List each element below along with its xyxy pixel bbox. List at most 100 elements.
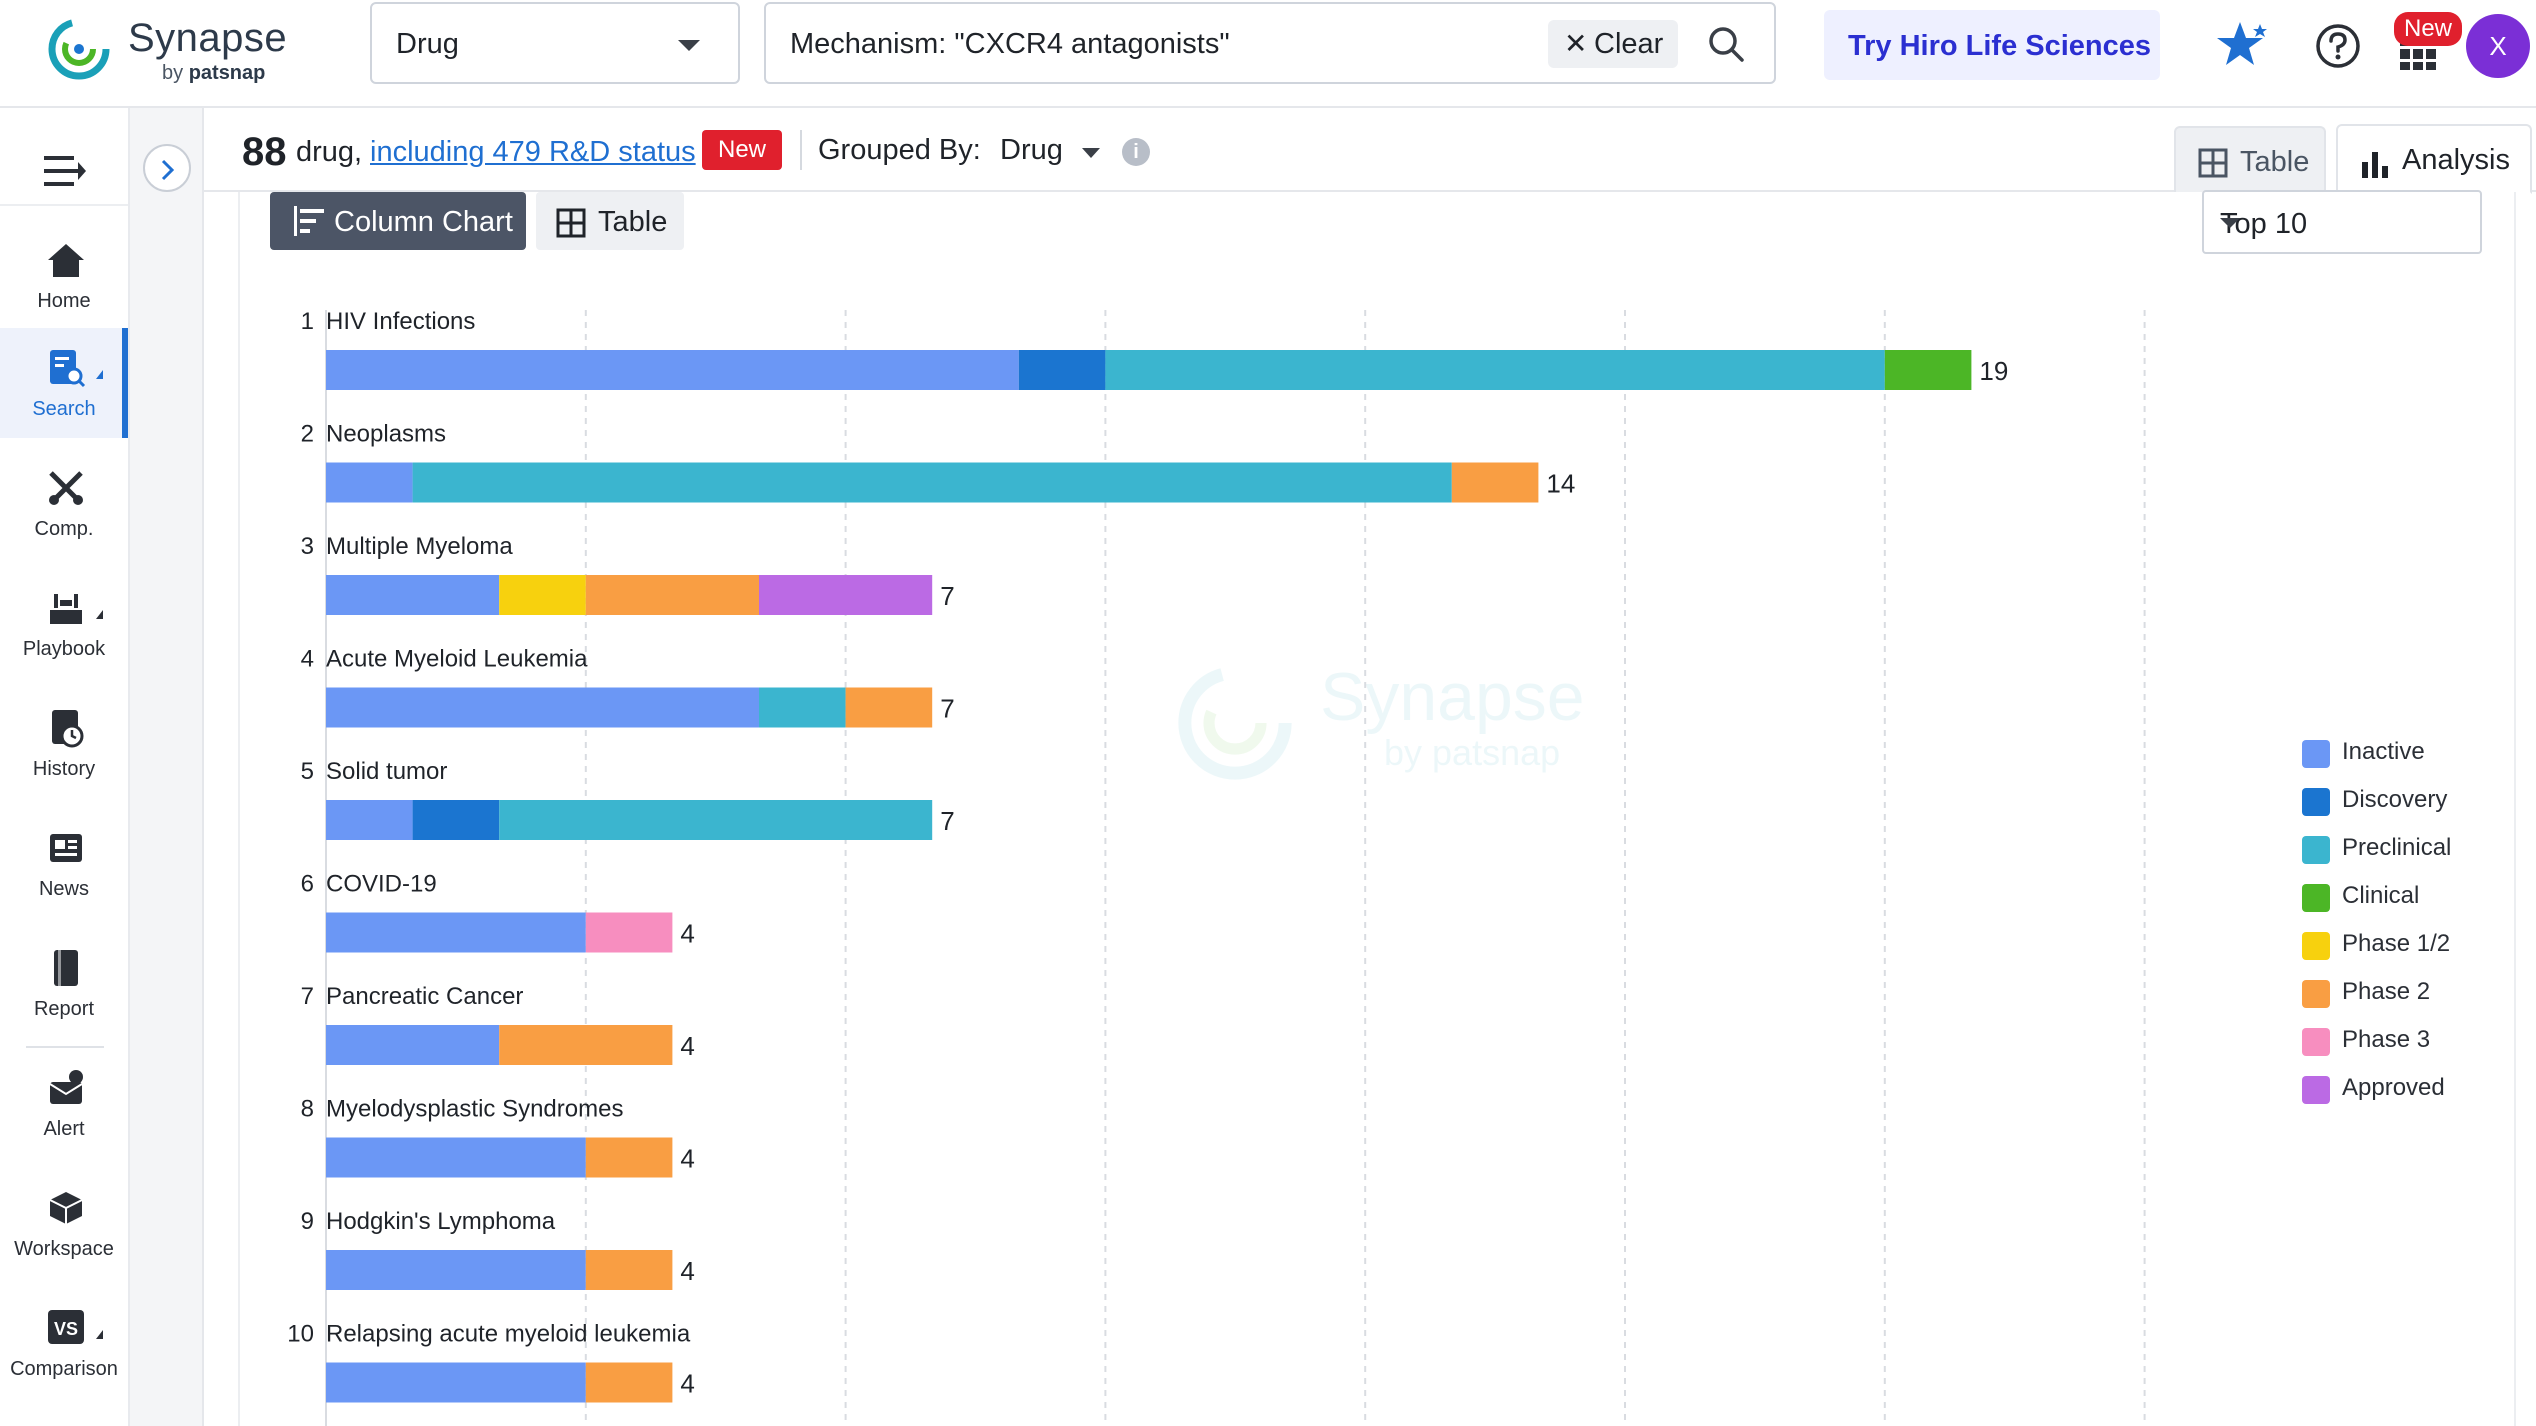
result-unit: drug, — [296, 136, 362, 169]
chevron-down-icon — [678, 40, 700, 51]
search-icon[interactable] — [1706, 24, 1746, 64]
home-icon — [46, 240, 86, 280]
category-label: Solid tumor — [326, 758, 447, 785]
nav-item-report[interactable]: Report — [0, 928, 128, 1038]
nav-label-home: Home — [0, 290, 128, 313]
bar-segment[interactable] — [326, 463, 413, 503]
view-table-tab[interactable]: Table — [2174, 126, 2326, 192]
nav-item-comparison[interactable]: VS Comparison — [0, 1288, 128, 1398]
brand-sub: by patsnap — [162, 62, 265, 85]
bar-segment[interactable] — [1019, 350, 1106, 390]
result-header: 88 drug, including 479 R&D status New Gr… — [204, 108, 2536, 192]
bar-segment[interactable] — [413, 463, 1452, 503]
bar-total-label: 4 — [680, 919, 694, 949]
bar-segment[interactable] — [499, 575, 586, 615]
expand-panel-button[interactable] — [143, 144, 191, 192]
menu-toggle-icon[interactable] — [44, 154, 88, 188]
bar-segment[interactable] — [586, 575, 759, 615]
bar-segment[interactable] — [1452, 463, 1539, 503]
view-analysis-tab[interactable]: Analysis — [2336, 124, 2532, 194]
nav-divider — [0, 204, 128, 206]
rd-status-link[interactable]: including 479 R&D status — [370, 136, 696, 169]
avatar[interactable]: X — [2466, 14, 2530, 78]
bar-segment[interactable] — [846, 688, 933, 728]
bar-segment[interactable] — [1885, 350, 1972, 390]
legend-item[interactable]: Clinical — [2302, 876, 2502, 924]
legend-label: Phase 2 — [2342, 978, 2430, 1006]
legend-item[interactable]: Inactive — [2302, 732, 2502, 780]
legend-swatch — [2302, 980, 2330, 1008]
grouped-by-label: Grouped By: — [818, 134, 981, 167]
nav-item-playbook[interactable]: Playbook — [0, 568, 128, 678]
bar-segment[interactable] — [326, 913, 586, 953]
legend-label: Clinical — [2342, 882, 2419, 910]
info-icon[interactable]: i — [1122, 138, 1150, 166]
nav-item-alert[interactable]: Alert — [0, 1048, 128, 1158]
legend-item[interactable]: Phase 2 — [2302, 972, 2502, 1020]
legend-item[interactable]: Discovery — [2302, 780, 2502, 828]
bar-segment[interactable] — [326, 1363, 586, 1403]
legend-item[interactable]: Phase 1/2 — [2302, 924, 2502, 972]
row-rank: 2 — [301, 421, 314, 448]
legend-item[interactable]: Preclinical — [2302, 828, 2502, 876]
row-rank: 5 — [301, 758, 314, 785]
category-label: Multiple Myeloma — [326, 533, 513, 560]
bar-segment[interactable] — [499, 1025, 672, 1065]
nav-label-news: News — [0, 878, 128, 901]
category-label: Pancreatic Cancer — [326, 983, 523, 1010]
chevron-down-icon[interactable] — [1082, 148, 1100, 158]
bar-segment[interactable] — [759, 575, 932, 615]
new-badge: New — [702, 130, 782, 170]
history-icon — [46, 708, 86, 748]
bar-segment[interactable] — [586, 1363, 673, 1403]
category-label: Relapsing acute myeloid leukemia — [326, 1321, 691, 1348]
bar-segment[interactable] — [759, 688, 846, 728]
bar-segment[interactable] — [326, 575, 499, 615]
row-rank: 3 — [301, 533, 314, 560]
grouped-by-select[interactable]: Drug — [1000, 134, 1063, 167]
category-label: COVID-19 — [326, 871, 437, 898]
nav-item-search[interactable]: Search — [0, 328, 128, 438]
synapse-logo[interactable]: Synapse by patsnap — [44, 10, 284, 90]
legend-item[interactable]: Approved — [2302, 1068, 2502, 1116]
bar-segment[interactable] — [326, 1138, 586, 1178]
bar-segment[interactable] — [499, 800, 932, 840]
bar-segment[interactable] — [326, 1250, 586, 1290]
nav-item-comp[interactable]: Comp. — [0, 448, 128, 558]
view-analysis-label: Analysis — [2402, 144, 2510, 177]
category-label: Neoplasms — [326, 421, 446, 448]
bar-total-label: 4 — [680, 1031, 694, 1061]
bar-segment[interactable] — [586, 1138, 673, 1178]
help-icon[interactable] — [2314, 22, 2362, 70]
bar-segment[interactable] — [326, 350, 1019, 390]
row-rank: 7 — [301, 983, 314, 1010]
bar-segment[interactable] — [1105, 350, 1884, 390]
nav-item-history[interactable]: History — [0, 688, 128, 798]
bar-segment[interactable] — [326, 800, 413, 840]
bar-segment[interactable] — [586, 1250, 673, 1290]
nav-label-comp: Comp. — [0, 518, 128, 541]
legend-swatch — [2302, 932, 2330, 960]
star-icon[interactable] — [2214, 18, 2270, 74]
legend-label: Discovery — [2342, 786, 2447, 814]
nav-item-home[interactable]: Home — [0, 220, 128, 330]
legend-item[interactable]: Phase 3 — [2302, 1020, 2502, 1068]
bar-segment[interactable] — [586, 913, 673, 953]
bar-total-label: 7 — [940, 694, 954, 724]
bar-segment[interactable] — [326, 688, 759, 728]
try-hiro-button[interactable]: Try Hiro Life Sciences — [1824, 10, 2160, 80]
svg-text:VS: VS — [54, 1319, 78, 1339]
nav-item-workspace[interactable]: Workspace — [0, 1168, 128, 1278]
bar-segment[interactable] — [413, 800, 500, 840]
bar-segment[interactable] — [326, 1025, 499, 1065]
nav-item-news[interactable]: News — [0, 808, 128, 918]
nav-label-report: Report — [0, 998, 128, 1021]
competition-icon — [46, 468, 86, 508]
clear-button[interactable]: ✕ Clear — [1548, 20, 1678, 68]
bar-total-label: 7 — [940, 581, 954, 611]
alert-icon — [46, 1068, 86, 1108]
nav-label-playbook: Playbook — [0, 638, 128, 661]
search-type-select[interactable]: Drug — [370, 2, 740, 84]
search-input[interactable]: Mechanism: "CXCR4 antagonists" ✕ Clear — [764, 2, 1776, 84]
chart-legend: Inactive Discovery Preclinical Clinical Phas… — [2302, 732, 2502, 1116]
